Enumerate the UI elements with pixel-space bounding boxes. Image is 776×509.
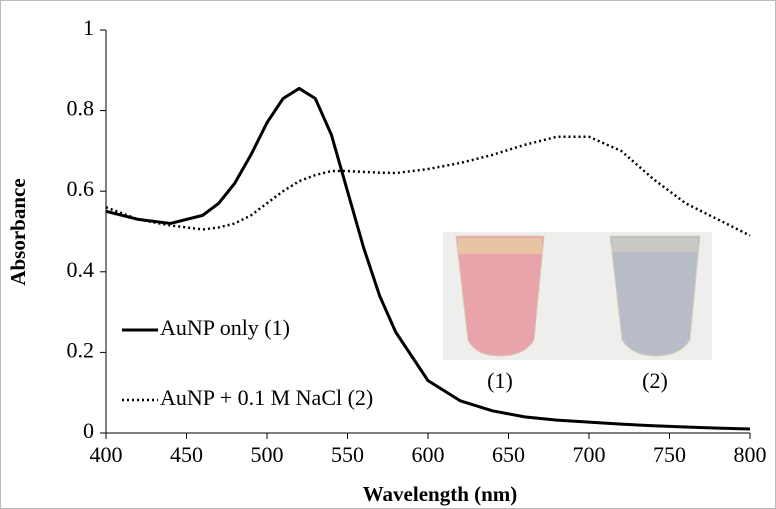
x-tick-label: 800: [734, 442, 767, 467]
y-tick-label: 0.4: [67, 257, 95, 282]
tube-1-top: [458, 238, 542, 254]
y-tick-label: 0.8: [67, 96, 95, 121]
tube-2: [609, 235, 701, 357]
y-tick-label: 0: [83, 418, 94, 443]
y-tick-label: 1: [83, 15, 94, 40]
x-tick-label: 650: [492, 442, 525, 467]
x-tick-label: 450: [170, 442, 203, 467]
tube-1: [455, 235, 545, 357]
inset-photo: [443, 232, 712, 360]
y-tick-label: 0.2: [67, 337, 95, 362]
x-tick-label: 400: [90, 442, 123, 467]
series-line: [105, 135, 751, 237]
legend-label: AuNP + 0.1 M NaCl (2): [160, 385, 373, 410]
legend-label: AuNP only (1): [160, 315, 290, 340]
annotation: (1): [487, 368, 513, 393]
y-tick-label: 0.6: [67, 176, 95, 201]
annotation: (2): [642, 368, 668, 393]
y-axis-title: Absorbance: [6, 178, 30, 285]
x-tick-label: 550: [331, 442, 364, 467]
x-axis-title: Wavelength (nm): [363, 482, 518, 506]
x-tick-label: 600: [412, 442, 445, 467]
tube-2-top: [612, 238, 698, 252]
x-tick-label: 500: [251, 442, 284, 467]
x-tick-label: 700: [573, 442, 606, 467]
x-tick-label: 750: [653, 442, 686, 467]
series-line: [105, 86, 751, 431]
